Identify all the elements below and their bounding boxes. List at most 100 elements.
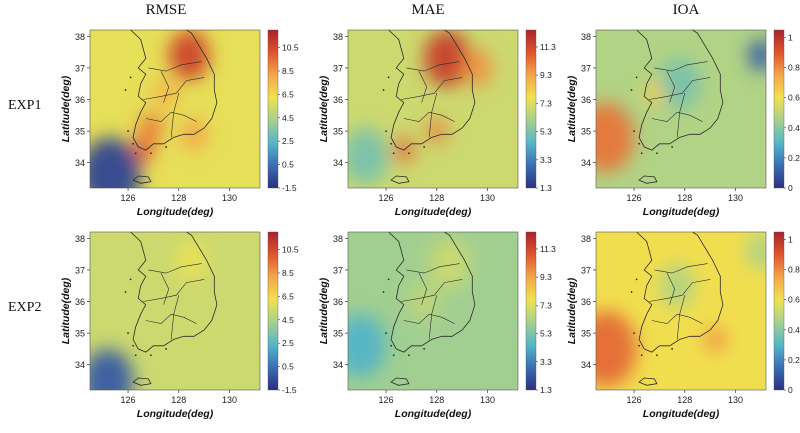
plot-frame	[347, 29, 519, 189]
province-boundary	[428, 93, 438, 138]
island	[385, 130, 387, 133]
colorbar-tick-label: 0.4	[788, 325, 800, 335]
province-boundary	[170, 295, 180, 340]
colorbar-tick-label: 8.5	[282, 66, 294, 76]
y-tick-label: 37	[581, 63, 591, 73]
y-tick-label: 35	[581, 127, 591, 137]
x-tick-label: 126	[379, 193, 394, 203]
island	[165, 146, 168, 148]
coastline	[130, 30, 218, 151]
panel-exp2-rmse: 34 35 36 37 38 126 128 130 Longitude(deg) Latitud…	[60, 228, 318, 424]
province-boundary	[170, 93, 180, 138]
field-hotspot	[424, 30, 470, 87]
row-label-exp1: EXP1	[8, 98, 42, 113]
island	[390, 344, 393, 347]
y-tick-label: 36	[581, 297, 591, 307]
y-tick-label: 38	[75, 32, 85, 42]
plot-frame	[595, 231, 767, 391]
island	[387, 76, 390, 79]
island	[165, 348, 168, 350]
province-boundary	[654, 61, 708, 72]
island	[407, 354, 410, 357]
y-tick-label: 34	[75, 158, 85, 168]
y-tick-label: 36	[75, 297, 85, 307]
field-hotspot	[596, 311, 637, 387]
island	[640, 152, 643, 155]
x-axis-label: Longitude(deg)	[137, 408, 214, 420]
field-hotspot	[176, 241, 207, 280]
x-tick-label: 128	[429, 395, 444, 405]
x-axis-label: Longitude(deg)	[395, 206, 472, 218]
province-boundary	[143, 279, 205, 302]
x-tick-label: 128	[429, 193, 444, 203]
coastline	[388, 30, 476, 151]
field-hotspot	[659, 58, 701, 109]
field-hotspot	[659, 263, 695, 308]
field-hotspot	[153, 77, 179, 109]
colorbar-tick-label: 3.3	[540, 357, 552, 367]
province-boundary	[651, 313, 703, 324]
field-hotspot	[138, 112, 164, 144]
y-tick-label: 37	[581, 265, 591, 275]
island	[149, 152, 152, 155]
province-boundary	[160, 272, 170, 305]
island	[390, 142, 393, 145]
colorbar-tick-label: 9.3	[540, 70, 552, 80]
colorbar-tick-label: 8.5	[282, 268, 294, 278]
island	[638, 344, 641, 347]
island	[382, 291, 385, 293]
island	[633, 130, 635, 133]
island	[127, 130, 129, 133]
province-boundary	[666, 70, 676, 103]
island	[134, 354, 137, 357]
y-tick-label: 34	[333, 360, 343, 370]
field-hotspot	[745, 232, 766, 270]
colorbar-tick-label: 0.2	[788, 153, 800, 163]
y-tick-label: 38	[581, 234, 591, 244]
row-label-exp2: EXP2	[8, 300, 42, 315]
province-boundary	[403, 111, 455, 122]
y-tick-label: 35	[333, 127, 343, 137]
jeju-island	[638, 377, 658, 386]
y-tick-label: 38	[581, 32, 591, 42]
x-tick-label: 130	[222, 395, 237, 405]
colorbar	[773, 231, 785, 391]
island	[633, 332, 635, 335]
x-tick-label: 128	[677, 193, 692, 203]
colorbar-tick-label: 0.8	[788, 265, 800, 275]
province-boundary	[145, 111, 197, 122]
x-tick-label: 126	[379, 395, 394, 405]
colorbar-tick-label: 7.3	[540, 98, 552, 108]
island	[382, 89, 385, 91]
island	[671, 348, 674, 350]
x-tick-label: 130	[222, 193, 237, 203]
field-hotspot	[90, 348, 134, 390]
island	[407, 152, 410, 155]
colorbar-tick-label: 0.4	[788, 123, 800, 133]
field-hotspot	[348, 127, 389, 185]
plot-frame	[347, 231, 519, 391]
column-title-ioa: IOA	[672, 2, 700, 18]
plot-frame	[595, 29, 767, 189]
colorbar-tick-label: 9.3	[540, 272, 552, 282]
island	[392, 354, 395, 357]
province-boundary	[148, 263, 202, 274]
jeju-island	[132, 377, 152, 386]
province-boundary	[649, 77, 711, 100]
column-title-mae: MAE	[411, 2, 445, 18]
coastline	[636, 232, 724, 353]
colorbar-tick-label: 0	[788, 385, 793, 395]
x-axis-label: Longitude(deg)	[395, 408, 472, 420]
colorbar	[267, 29, 279, 189]
y-tick-label: 35	[581, 329, 591, 339]
island	[124, 89, 127, 91]
colorbar-tick-label: 0.8	[788, 63, 800, 73]
x-axis-label: Longitude(deg)	[137, 206, 214, 218]
column-title-rmse: RMSE	[145, 2, 187, 18]
y-tick-label: 35	[333, 329, 343, 339]
colorbar	[267, 231, 279, 391]
colorbar-tick-label: 6.5	[282, 291, 294, 301]
island	[387, 278, 390, 281]
panel-exp1-ioa: 34 35 36 37 38 126 128 130 Longitude(deg) Latitud…	[566, 26, 800, 222]
colorbar-tick-label: 1	[788, 33, 793, 43]
